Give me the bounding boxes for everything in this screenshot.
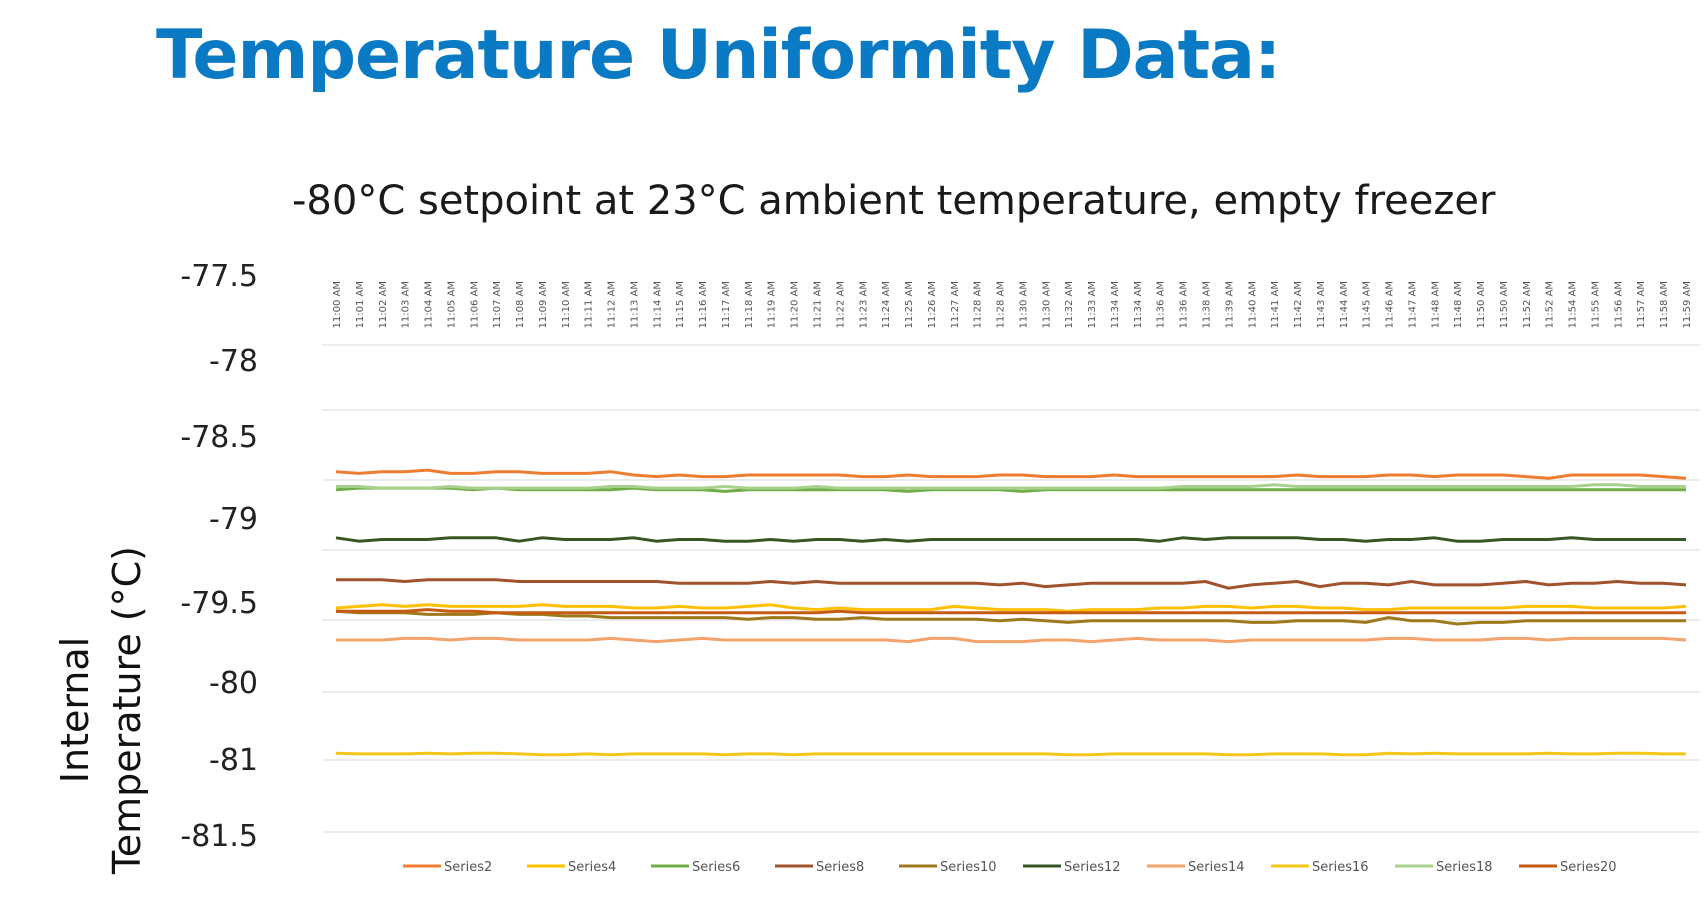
x-tick-label: 11:17 AM xyxy=(721,281,732,328)
x-tick-label: 11:44 AM xyxy=(1339,281,1350,328)
x-tick-label: 11:10 AM xyxy=(561,281,572,328)
x-tick-label: 11:25 AM xyxy=(904,281,915,328)
y-tick-label: -79 xyxy=(209,502,258,537)
x-tick-label: 11:26 AM xyxy=(927,281,938,328)
y-tick-label: -78.5 xyxy=(180,420,258,455)
series-line-series2 xyxy=(335,468,1687,480)
legend-label: Series10 xyxy=(940,860,997,875)
series-line-series16 xyxy=(335,751,1686,757)
x-tick-label: 11:36 AM xyxy=(1179,281,1190,328)
x-tick-label: 11:15 AM xyxy=(675,281,686,328)
legend-label: Series8 xyxy=(816,860,864,875)
x-tick-label: 11:48 AM xyxy=(1453,281,1464,328)
x-tick-label: 11:23 AM xyxy=(858,281,869,328)
chart-title: -80°C setpoint at 23°C ambient temperatu… xyxy=(292,178,1496,224)
series-line-series4 xyxy=(335,603,1687,613)
x-tick-label: 11:20 AM xyxy=(790,281,801,328)
x-tick-label: 11:18 AM xyxy=(744,281,755,328)
y-axis-label-line2: Temperature (°C) xyxy=(105,546,149,875)
y-tick-label: -80 xyxy=(209,666,258,701)
x-tick-label: 11:56 AM xyxy=(1613,281,1624,328)
x-tick-label: 11:16 AM xyxy=(698,281,709,328)
x-tick-label: 11:07 AM xyxy=(492,281,503,328)
x-tick-label: 11:13 AM xyxy=(629,281,640,328)
x-tick-label: 11:11 AM xyxy=(584,281,595,328)
x-tick-label: 11:28 AM xyxy=(973,281,984,328)
x-tick-label: 11:52 AM xyxy=(1545,281,1556,328)
series-line-series14 xyxy=(336,636,1687,644)
x-tick-label: 11:40 AM xyxy=(1247,281,1258,328)
legend-label: Series18 xyxy=(1436,860,1493,875)
x-tick-label: 11:34 AM xyxy=(1133,281,1144,328)
y-tick-label: -78 xyxy=(209,344,258,379)
legend: Series2 Series4 Series6 Series8 Series10 Seri… xyxy=(403,860,1617,875)
legend-label: Series14 xyxy=(1188,860,1245,875)
x-tick-label: 11:59 AM xyxy=(1682,281,1693,328)
x-tick-label: 11:36 AM xyxy=(1156,281,1167,328)
x-tick-label: 11:54 AM xyxy=(1568,281,1579,328)
x-tick-label: 11:33 AM xyxy=(1087,281,1098,328)
x-tick-label: 11:48 AM xyxy=(1430,281,1441,328)
x-tick-label: 11:38 AM xyxy=(1201,281,1212,328)
x-tick-label: 11:06 AM xyxy=(469,281,480,328)
legend-label: Series16 xyxy=(1312,860,1369,875)
x-tick-label: 11:52 AM xyxy=(1522,281,1533,328)
legend-label: Series20 xyxy=(1560,860,1617,875)
x-tick-label: 11:08 AM xyxy=(515,281,526,328)
x-tick-label: 11:57 AM xyxy=(1636,281,1647,328)
x-tick-label: 11:24 AM xyxy=(881,281,892,328)
series-line-series10 xyxy=(335,609,1686,626)
y-tick-label: -81.5 xyxy=(180,819,258,854)
x-tick-label: 11:46 AM xyxy=(1385,281,1396,328)
x-tick-label: 11:41 AM xyxy=(1270,281,1281,328)
x-tick-label: 11:42 AM xyxy=(1293,281,1304,328)
y-tick-label: -77.5 xyxy=(180,259,258,294)
x-tick-label: 11:03 AM xyxy=(401,281,412,328)
x-tick-label: 11:47 AM xyxy=(1407,281,1418,328)
x-tick-label: 11:28 AM xyxy=(996,281,1007,328)
y-tick-label: -79.5 xyxy=(180,586,258,621)
legend-label: Series2 xyxy=(444,860,492,875)
series-line-series8 xyxy=(336,578,1687,590)
x-tick-label: 11:05 AM xyxy=(446,281,457,328)
x-tick-label: 11:30 AM xyxy=(1041,281,1052,328)
y-tick-label: -81 xyxy=(209,743,258,778)
x-tick-label: 11:04 AM xyxy=(424,281,435,328)
page-title: Temperature Uniformity Data: xyxy=(156,16,1281,95)
legend-label: Series6 xyxy=(692,860,740,875)
x-tick-label: 11:55 AM xyxy=(1590,281,1601,328)
series-line-series20 xyxy=(336,608,1686,615)
series-lines xyxy=(335,468,1687,757)
gridlines xyxy=(322,344,1700,833)
x-tick-label: 11:02 AM xyxy=(378,281,389,328)
x-tick-label: 11:43 AM xyxy=(1316,281,1327,328)
legend-label: Series4 xyxy=(568,860,616,875)
x-tick-label: 11:00 AM xyxy=(332,281,343,328)
x-tick-label: 11:30 AM xyxy=(1018,281,1029,328)
series-line-series6 xyxy=(335,486,1686,493)
x-tick-label: 11:45 AM xyxy=(1362,281,1373,328)
x-tick-label: 11:32 AM xyxy=(1064,281,1075,328)
x-tick-label: 11:34 AM xyxy=(1110,281,1121,328)
x-tick-label: 11:50 AM xyxy=(1499,281,1510,328)
x-tick-label: 11:27 AM xyxy=(950,281,961,328)
series-line-series18 xyxy=(336,483,1686,490)
x-tick-label: 11:12 AM xyxy=(607,281,618,328)
y-axis-label-line1: Internal xyxy=(53,637,97,783)
x-tick-label: 11:19 AM xyxy=(767,281,778,328)
x-tick-label: 11:58 AM xyxy=(1659,281,1670,328)
x-tick-label: 11:22 AM xyxy=(835,281,846,328)
x-axis-ticks: 11:00 AM 11:01 AM 11:02 AM 11:03 AM 11:04 AM… xyxy=(332,281,1693,328)
x-tick-label: 11:14 AM xyxy=(652,281,663,328)
x-tick-label: 11:50 AM xyxy=(1476,281,1487,328)
y-axis-ticks: -77.5 -78 -78.5 -79 -79.5 -80 -81 -81.5 xyxy=(180,259,258,854)
x-tick-label: 11:09 AM xyxy=(538,281,549,328)
legend-label: Series12 xyxy=(1064,860,1121,875)
x-tick-label: 11:21 AM xyxy=(813,281,824,328)
x-tick-label: 11:39 AM xyxy=(1224,281,1235,328)
series-line-series12 xyxy=(335,536,1686,543)
x-tick-label: 11:01 AM xyxy=(355,281,366,328)
